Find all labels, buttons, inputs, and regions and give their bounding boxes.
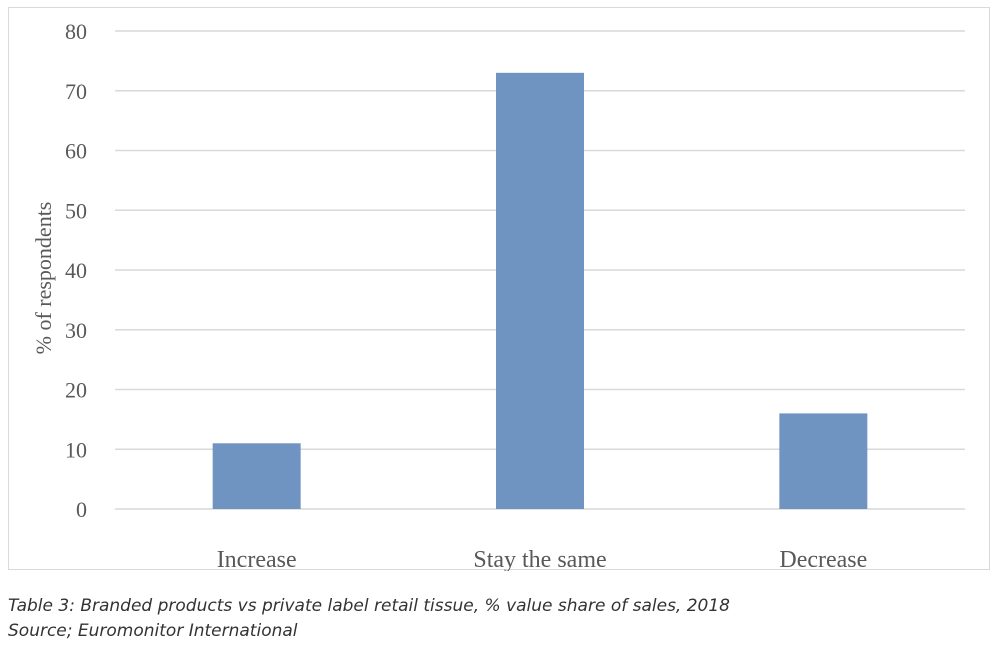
bar-increase xyxy=(212,443,301,509)
y-tick-label: 80 xyxy=(65,19,87,44)
bar-stay-the-same xyxy=(496,72,584,509)
chart-caption-title: Table 3: Branded products vs private lab… xyxy=(8,596,730,616)
bar-decrease xyxy=(779,413,868,509)
chart-frame: 0 10 20 30 40 50 60 70 80 Increase Stay the same D… xyxy=(8,7,990,571)
y-tick-label: 30 xyxy=(65,318,87,343)
bars xyxy=(212,72,868,509)
x-category-label: Stay the same xyxy=(473,547,606,571)
y-tick-label: 50 xyxy=(65,198,87,223)
y-tick-label: 10 xyxy=(65,437,87,462)
x-axis-categories: Increase Stay the same Decrease xyxy=(217,547,868,571)
chart-caption-source: Source; Euromonitor International xyxy=(8,621,298,641)
x-category-label: Increase xyxy=(217,547,297,571)
x-category-label: Decrease xyxy=(779,547,867,571)
y-tick-label: 0 xyxy=(76,497,87,522)
y-tick-label: 60 xyxy=(65,139,87,164)
y-tick-label: 20 xyxy=(65,378,87,403)
y-tick-label: 70 xyxy=(65,79,87,104)
y-axis-ticks: 0 10 20 30 40 50 60 70 80 xyxy=(65,19,87,522)
y-axis-title: % of respondents xyxy=(31,202,56,355)
bar-chart: 0 10 20 30 40 50 60 70 80 Increase Stay the same D… xyxy=(31,19,965,571)
y-tick-label: 40 xyxy=(65,258,87,283)
